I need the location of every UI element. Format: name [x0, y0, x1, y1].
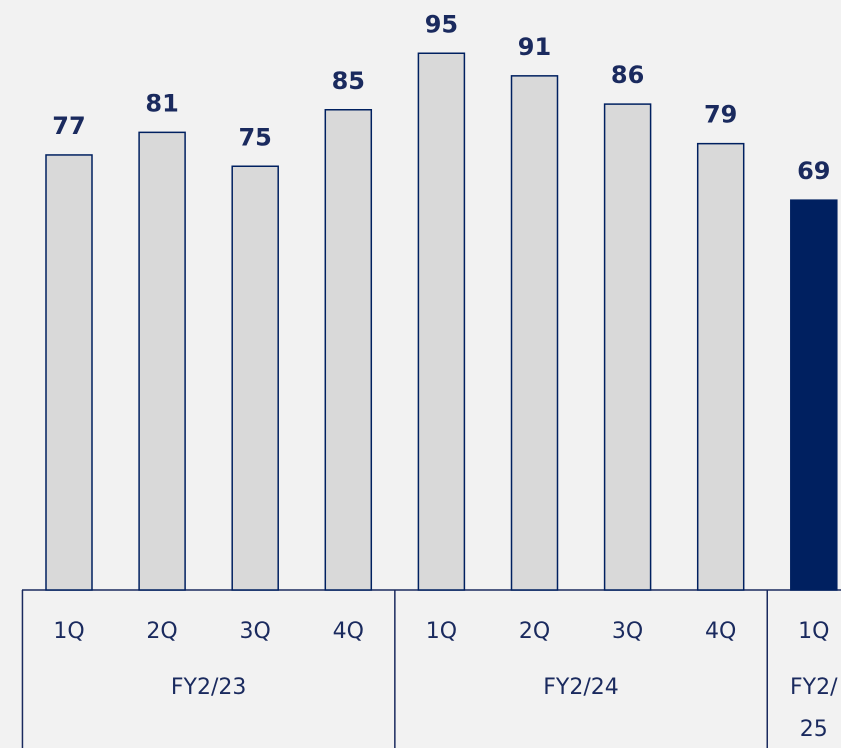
value-label: 86 [611, 61, 644, 89]
bar [231, 165, 279, 591]
bar [790, 199, 838, 591]
bar [417, 52, 466, 591]
value-label: 91 [518, 33, 551, 61]
x-tick-label: 1Q [53, 619, 84, 644]
value-label: 69 [797, 157, 830, 185]
x-tick-label: 3Q [240, 619, 271, 644]
bar [138, 131, 186, 591]
value-label: 85 [332, 67, 365, 95]
x-tick-label: 4Q [705, 619, 736, 644]
group-label-box: FY2/24 [543, 675, 619, 700]
group-label-box: FY2/25 [790, 675, 838, 742]
bar [45, 154, 93, 591]
bar [510, 75, 559, 591]
value-label: 79 [704, 101, 737, 129]
bar [696, 142, 745, 591]
x-tick-label: 2Q [146, 619, 177, 644]
value-label: 77 [52, 112, 85, 140]
x-tick-label: 1Q [798, 619, 829, 644]
group-label: FY2/24 [543, 675, 619, 700]
value-label: 81 [145, 89, 178, 117]
x-tick-label: 1Q [426, 619, 457, 644]
x-tick-label: 3Q [612, 619, 643, 644]
group-label: FY2/23 [170, 675, 247, 700]
bar [603, 103, 652, 591]
bar [324, 109, 373, 591]
x-tick-label: 2Q [519, 619, 550, 644]
value-label: 95 [425, 10, 458, 38]
x-tick-label: 4Q [333, 619, 364, 644]
group-label-box: FY2/23 [170, 675, 247, 700]
group-label: FY2/25 [790, 675, 838, 742]
value-label: 75 [238, 123, 271, 151]
